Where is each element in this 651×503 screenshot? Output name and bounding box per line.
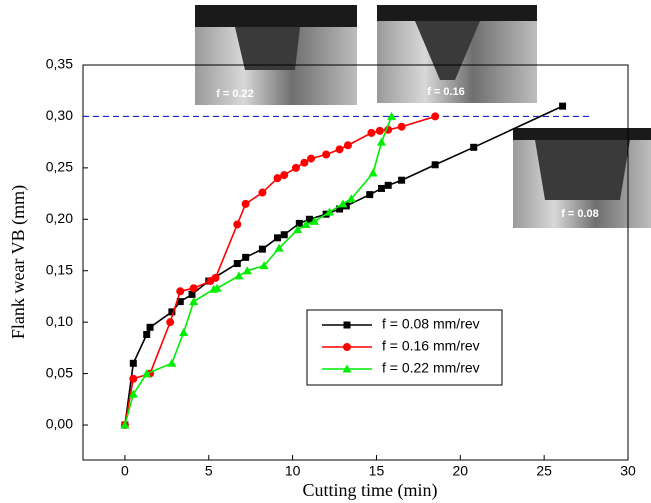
data-point	[274, 234, 282, 242]
legend-marker	[343, 321, 351, 329]
legend-marker	[342, 364, 352, 373]
data-point	[234, 271, 244, 280]
data-point	[384, 181, 392, 189]
x-tick-label: 0	[121, 463, 129, 479]
x-tick-label: 25	[536, 463, 552, 479]
data-point	[366, 191, 374, 199]
data-point	[259, 261, 269, 270]
data-point	[377, 184, 385, 192]
y-tick-label: 0,05	[46, 364, 73, 380]
x-tick-label: 10	[285, 463, 301, 479]
data-point	[307, 154, 316, 163]
data-point	[242, 253, 250, 261]
photo-label: f = 0.16	[427, 86, 465, 98]
data-point	[346, 194, 356, 203]
y-axis-label: Flank wear VB (mm)	[8, 185, 29, 339]
data-point	[335, 145, 344, 154]
data-point	[179, 327, 189, 336]
legend-label: f = 0.22 mm/rev	[382, 360, 480, 376]
data-point	[280, 171, 289, 180]
data-point	[189, 297, 199, 306]
data-point	[431, 161, 439, 169]
data-point	[168, 308, 176, 316]
axis-frame	[82, 64, 629, 461]
data-point	[233, 260, 241, 268]
data-point	[143, 331, 151, 339]
data-point	[375, 126, 384, 135]
data-point	[470, 143, 478, 151]
data-point	[189, 284, 198, 293]
data-point	[336, 205, 344, 213]
data-point	[309, 216, 319, 225]
data-point	[322, 150, 331, 159]
data-point	[343, 141, 352, 150]
y-tick-label: 0,30	[46, 107, 73, 123]
data-point	[142, 369, 152, 378]
y-tick-label: 0,15	[46, 261, 73, 277]
data-point	[176, 298, 184, 306]
data-point	[274, 243, 284, 252]
legend-label: f = 0.16 mm/rev	[382, 338, 480, 354]
data-point	[280, 231, 288, 239]
x-tick-label: 20	[453, 463, 469, 479]
data-point	[300, 158, 309, 167]
data-point	[129, 374, 138, 383]
y-tick-label: 0,25	[46, 159, 73, 175]
legend-marker	[343, 343, 351, 351]
data-point	[241, 199, 250, 208]
data-point	[212, 283, 222, 292]
photo-label: f = 0.08	[561, 208, 599, 220]
data-point	[258, 245, 266, 253]
data-point	[120, 420, 130, 429]
photo	[195, 5, 357, 105]
data-point	[376, 137, 386, 146]
data-point	[338, 199, 348, 208]
data-point	[166, 318, 175, 327]
data-point	[559, 102, 567, 110]
data-point	[293, 225, 303, 234]
data-point	[176, 287, 185, 296]
data-point	[431, 112, 440, 121]
data-point	[242, 266, 252, 275]
y-tick-label: 0,35	[46, 56, 73, 72]
data-point	[273, 174, 282, 183]
data-point	[368, 168, 378, 177]
data-point	[167, 358, 177, 367]
photo-label: f = 0.22	[216, 88, 254, 100]
y-tick-label: 0,00	[46, 416, 73, 432]
data-point	[146, 323, 154, 331]
data-point	[398, 176, 406, 184]
data-point	[291, 163, 300, 172]
data-point	[188, 290, 196, 298]
x-tick-label: 30	[620, 463, 636, 479]
data-point	[258, 188, 267, 197]
x-tick-label: 5	[205, 463, 213, 479]
data-point	[295, 219, 303, 227]
legend-label: f = 0.08 mm/rev	[382, 316, 480, 332]
data-point	[397, 122, 406, 131]
x-axis-label: Cutting time (min)	[303, 480, 438, 501]
y-tick-label: 0,20	[46, 210, 73, 226]
y-tick-label: 0,10	[46, 313, 73, 329]
data-point	[325, 207, 335, 216]
data-point	[367, 128, 376, 137]
data-point	[233, 220, 242, 229]
x-tick-label: 15	[369, 463, 385, 479]
data-point	[128, 389, 138, 398]
data-point	[387, 111, 397, 120]
photo	[377, 5, 537, 103]
data-point	[211, 273, 220, 282]
data-point	[301, 219, 311, 228]
data-point	[305, 215, 313, 223]
data-point	[129, 359, 137, 367]
